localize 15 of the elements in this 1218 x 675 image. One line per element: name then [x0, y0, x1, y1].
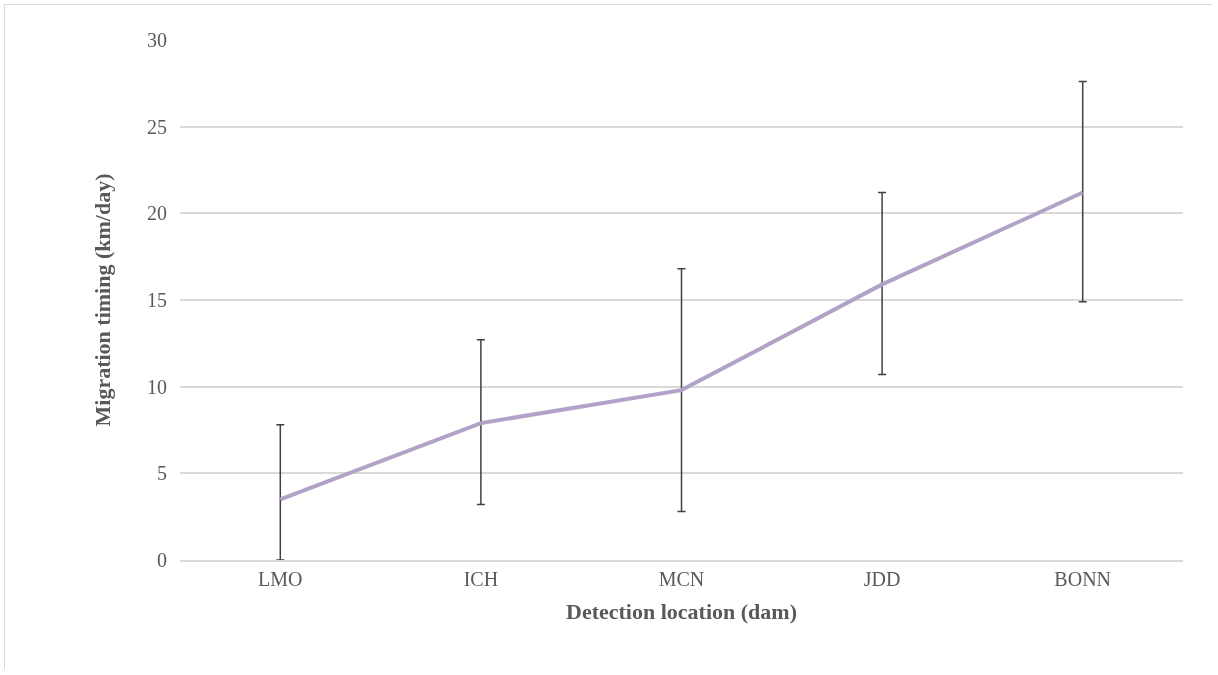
x-tick-label: JDD	[863, 567, 901, 590]
x-tick-label: MCN	[658, 567, 705, 590]
x-tick-label: ICH	[463, 567, 499, 590]
y-tick-label: 20	[147, 202, 167, 225]
y-tick-label: 5	[157, 462, 167, 485]
y-tick-label: 30	[147, 29, 167, 51]
y-tick-label: 0	[157, 549, 167, 571]
y-axis-title: Migration timing (km/day)	[89, 173, 115, 427]
y-tick-label: 25	[147, 115, 167, 138]
y-tick-label: 15	[147, 289, 167, 311]
x-axis-title: Detection location (dam)	[566, 599, 797, 625]
y-tick-label: 10	[147, 375, 167, 398]
x-tick-label: LMO	[258, 567, 303, 590]
x-tick-label: BONN	[1054, 567, 1112, 590]
line-series	[278, 190, 1085, 502]
